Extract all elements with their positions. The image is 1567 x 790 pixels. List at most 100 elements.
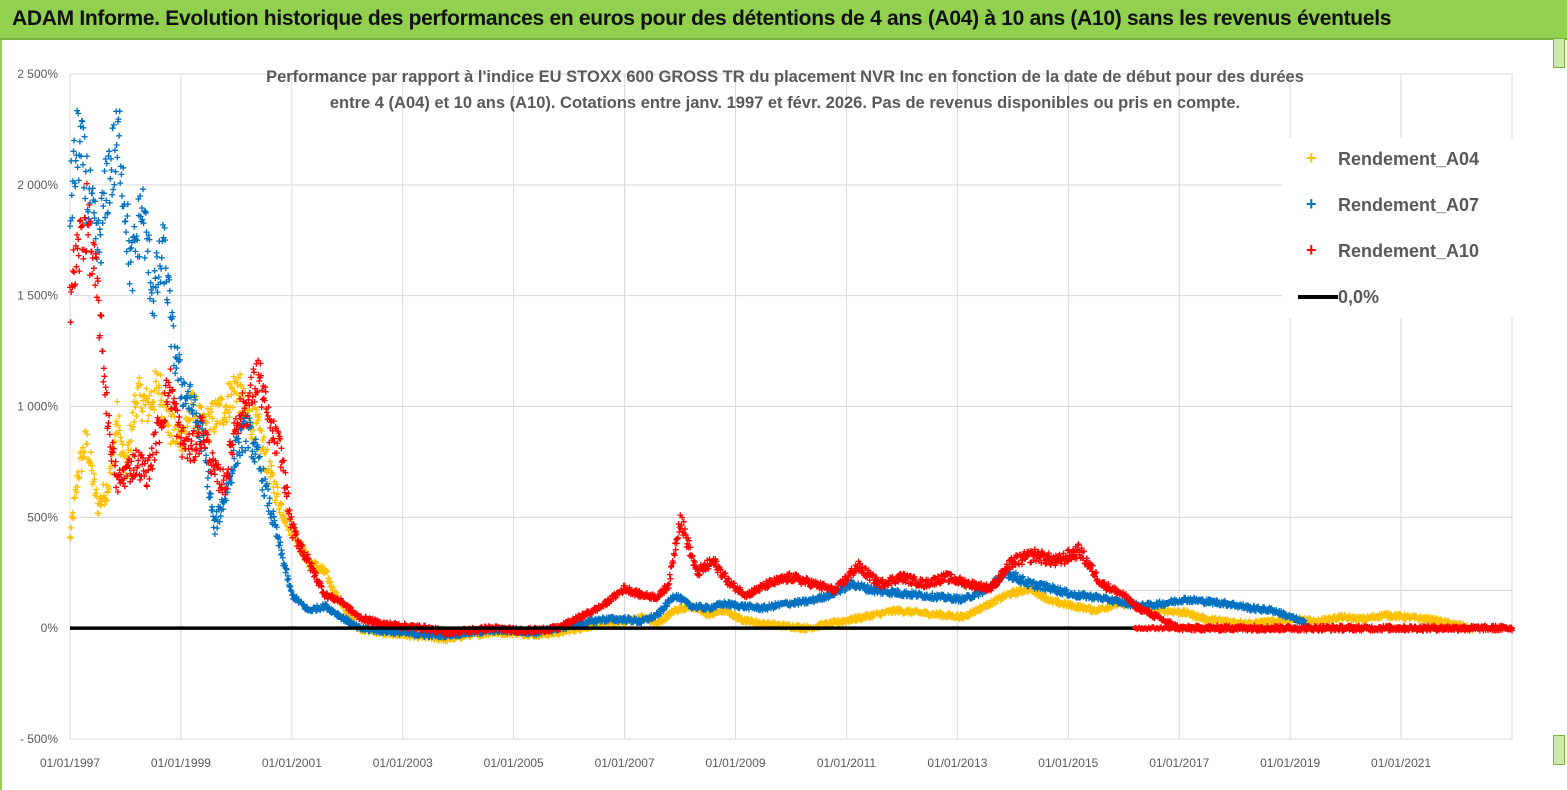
data-point <box>209 399 215 406</box>
data-point <box>233 398 240 405</box>
data-point <box>146 392 153 399</box>
data-point <box>103 497 110 504</box>
data-point <box>118 438 125 445</box>
data-point <box>95 510 102 517</box>
data-point <box>159 238 166 245</box>
data-point <box>235 391 242 398</box>
data-point <box>170 322 177 329</box>
data-point <box>138 417 145 424</box>
data-point <box>103 160 110 167</box>
y-tick-label: 2 000% <box>17 178 58 192</box>
data-point <box>101 373 108 380</box>
data-point <box>111 181 118 188</box>
data-point <box>110 121 117 128</box>
data-point <box>85 231 92 238</box>
data-point <box>185 416 192 423</box>
data-point <box>184 423 191 430</box>
data-point <box>275 491 281 498</box>
data-point <box>253 420 260 427</box>
data-point <box>78 223 85 230</box>
data-point <box>154 253 160 260</box>
data-point <box>175 377 182 384</box>
data-point <box>148 388 155 395</box>
data-point <box>127 447 134 454</box>
data-point <box>156 439 163 446</box>
data-point <box>126 280 133 287</box>
x-tick-label: 01/01/2021 <box>1371 756 1431 770</box>
data-point <box>81 133 88 140</box>
data-point <box>283 523 290 529</box>
data-point <box>211 531 218 538</box>
data-point <box>73 263 80 270</box>
data-point <box>186 417 193 424</box>
data-point <box>82 195 89 202</box>
data-point <box>81 454 87 461</box>
data-point <box>242 438 249 445</box>
data-point <box>251 458 258 465</box>
data-point <box>101 168 108 174</box>
data-point <box>144 418 151 425</box>
data-point <box>98 313 105 320</box>
data-point <box>107 469 114 476</box>
data-point <box>119 441 126 448</box>
data-point <box>112 147 118 154</box>
data-point <box>218 396 225 403</box>
data-point <box>273 481 280 488</box>
data-point <box>76 474 83 481</box>
x-tick-label: 01/01/2015 <box>1038 756 1098 770</box>
data-point <box>266 495 273 502</box>
data-point <box>211 471 218 478</box>
data-point <box>248 431 255 438</box>
data-point <box>89 463 96 469</box>
data-point <box>274 484 281 491</box>
data-point <box>155 274 162 281</box>
data-point <box>106 431 113 438</box>
data-point <box>217 420 224 427</box>
data-point <box>148 290 155 296</box>
data-point <box>245 444 252 451</box>
data-point <box>164 299 171 306</box>
data-point <box>178 375 184 382</box>
data-point <box>105 209 111 216</box>
data-point <box>74 484 81 491</box>
data-point <box>261 492 268 499</box>
data-point <box>159 402 166 409</box>
data-point <box>235 375 242 382</box>
data-point <box>89 255 96 261</box>
data-point <box>131 392 138 399</box>
data-point <box>136 374 143 381</box>
data-point <box>217 513 224 520</box>
data-point <box>214 525 221 532</box>
data-point <box>69 509 76 516</box>
y-tick-label: - 500% <box>20 732 58 746</box>
x-tick-label: 01/01/2005 <box>484 756 544 770</box>
data-point <box>182 429 189 436</box>
data-point <box>152 275 159 282</box>
x-tick-label: 01/01/2011 <box>817 756 876 770</box>
data-point <box>223 418 230 425</box>
data-point <box>131 223 138 230</box>
data-point <box>87 167 94 174</box>
data-point <box>112 421 119 428</box>
data-point <box>266 458 273 465</box>
data-point <box>201 444 208 451</box>
data-point <box>114 430 121 437</box>
data-point <box>330 584 337 591</box>
data-point <box>90 265 97 272</box>
data-point <box>258 427 265 434</box>
data-point <box>75 236 82 243</box>
data-point <box>130 423 137 430</box>
data-point <box>203 452 210 459</box>
data-point <box>191 457 198 464</box>
data-point <box>259 486 266 493</box>
x-tick-label: 01/01/2001 <box>262 756 322 770</box>
data-point <box>166 287 173 294</box>
data-point <box>116 413 123 419</box>
data-point <box>67 223 73 230</box>
data-point <box>248 374 255 381</box>
data-point <box>209 415 216 422</box>
data-point <box>109 191 116 198</box>
data-point <box>73 489 80 496</box>
data-point <box>132 248 139 255</box>
data-point <box>144 483 151 490</box>
